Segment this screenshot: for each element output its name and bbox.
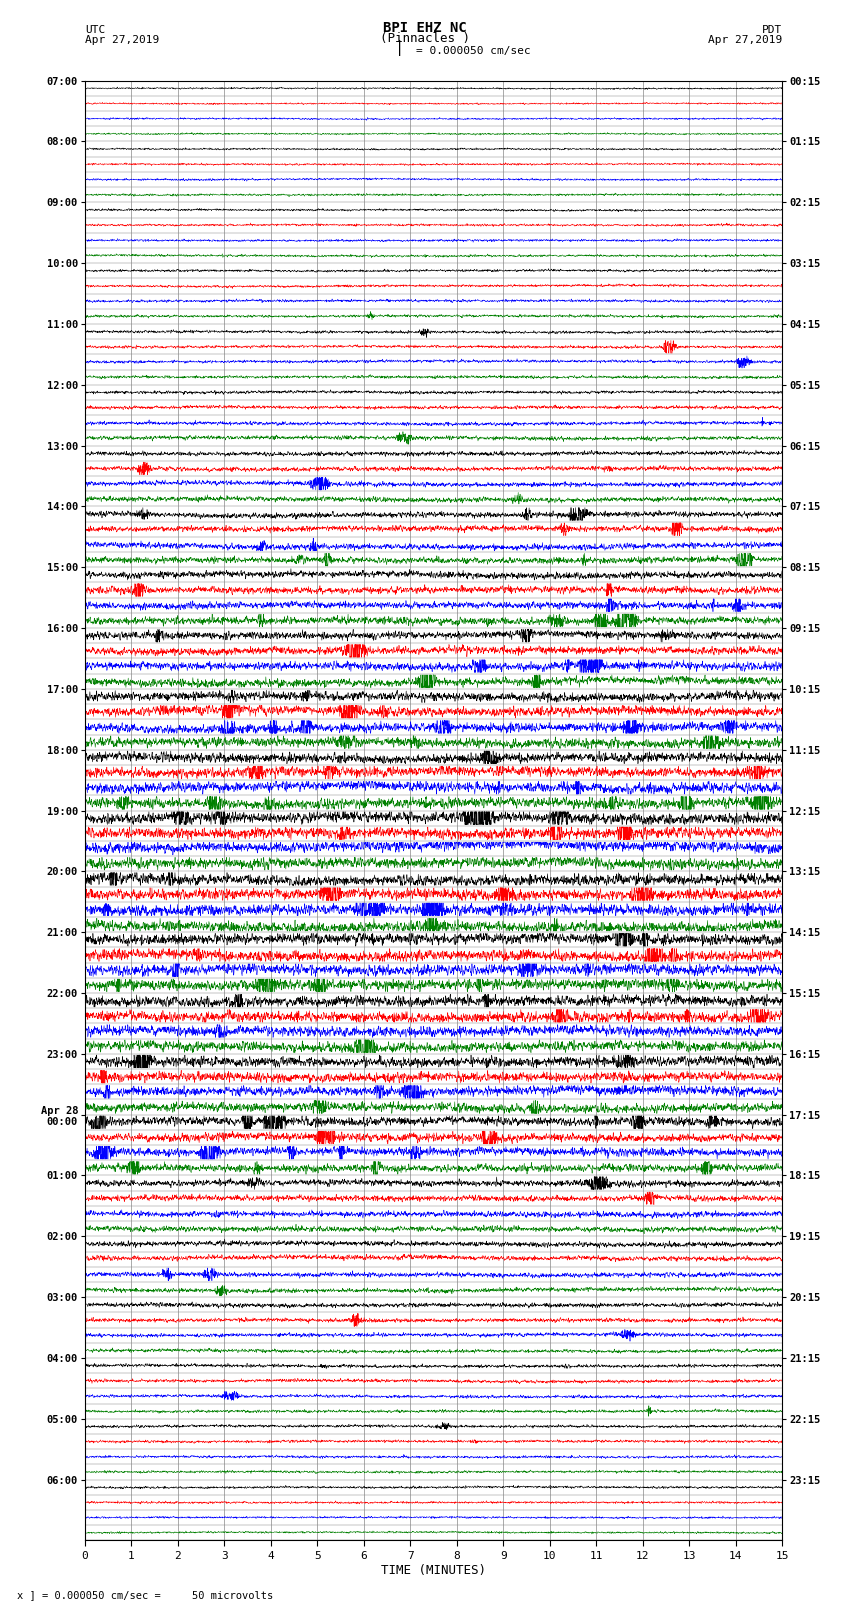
Text: PDT: PDT xyxy=(762,24,782,35)
X-axis label: TIME (MINUTES): TIME (MINUTES) xyxy=(381,1563,486,1576)
Text: x ] = 0.000050 cm/sec =     50 microvolts: x ] = 0.000050 cm/sec = 50 microvolts xyxy=(17,1590,273,1600)
Text: = 0.000050 cm/sec: = 0.000050 cm/sec xyxy=(416,47,531,56)
Text: Apr 27,2019: Apr 27,2019 xyxy=(85,35,159,45)
Text: |: | xyxy=(395,40,404,56)
Text: UTC: UTC xyxy=(85,24,105,35)
Text: (Pinnacles ): (Pinnacles ) xyxy=(380,32,470,45)
Text: BPI EHZ NC: BPI EHZ NC xyxy=(383,21,467,35)
Text: Apr 27,2019: Apr 27,2019 xyxy=(708,35,782,45)
